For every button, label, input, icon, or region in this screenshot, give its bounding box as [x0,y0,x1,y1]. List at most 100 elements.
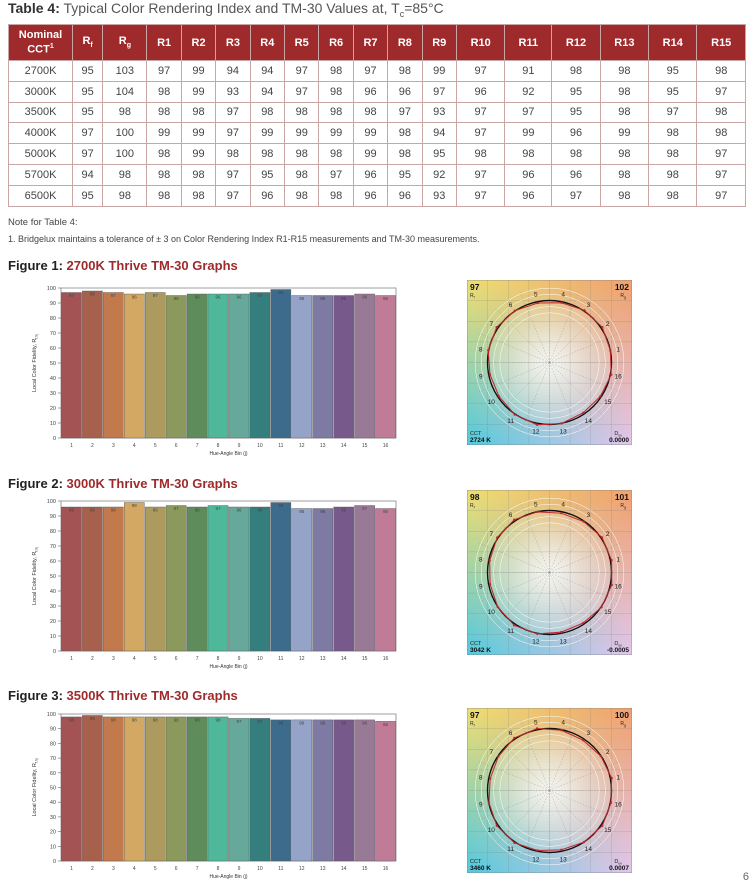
bar-value-label: 95 [383,296,389,301]
hue-bin-label: 6 [509,730,513,737]
y-tick-label: 10 [50,421,56,427]
bar-bin-12 [291,295,313,439]
bar-value-label: 95 [341,296,347,301]
vector-point [601,824,604,827]
vector-point [582,520,585,523]
value-cell: 95 [387,163,423,186]
vector-point [513,736,516,740]
x-axis-label: Hue-Angle Bin (j) [209,874,247,880]
bar-bin-6 [165,716,187,862]
x-tick-label: 3 [112,866,115,872]
hue-bin-label: 14 [585,628,593,635]
bar-value-label: 96 [278,720,284,725]
value-cell: 98 [146,80,182,103]
value-cell: 98 [696,122,746,145]
vector-point [488,373,492,376]
bar-bin-13 [312,719,333,862]
y-tick-label: 40 [50,589,56,595]
value-cell: 99 [180,80,217,103]
bar-bin-14 [333,719,354,862]
hue-bin-label: 14 [585,418,593,425]
hue-bin-label: 13 [560,857,568,864]
vector-point [495,824,498,827]
hue-bin-label: 3 [587,512,591,519]
value-cell: 95 [71,80,104,103]
bar-bin-8 [207,293,229,439]
x-tick-label: 16 [383,443,389,449]
rf-value: 97 [470,282,480,292]
x-tick-label: 5 [154,443,157,449]
bar-value-label: 97 [257,293,263,298]
header-r5: R5 [284,24,320,61]
y-tick-label: 0 [53,436,56,442]
y-tick-label: 30 [50,604,56,610]
vector-point [513,413,516,416]
bar-bin-16 [375,721,396,862]
value-cell: 98 [551,60,601,82]
x-tick-label: 9 [238,866,241,872]
bar-bin-3 [103,506,124,652]
value-cell: 98 [648,143,698,165]
value-cell: 94 [249,80,286,103]
hue-bin-label: 9 [479,374,483,381]
cct-value: 3460 K [470,865,491,872]
bar-value-label: 99 [278,290,284,295]
value-cell: 97 [284,80,320,103]
value-cell: 97 [215,122,251,145]
value-cell: 97 [455,163,506,186]
vector-point [560,511,563,515]
header-r13: R13 [599,24,650,61]
header-nominal-cct: Nominal CCT1 [8,24,73,61]
value-cell: 96 [551,163,601,186]
vector-point [535,727,539,730]
x-tick-label: 8 [217,656,220,662]
value-cell: 98 [318,80,354,103]
figure-2-title: Figure 2: 3000K Thrive TM-30 Graphs [8,476,238,491]
cct-cell: 4000K [8,122,73,145]
rg-value: 101 [615,492,629,502]
bar-value-label: 96 [341,508,347,513]
bar-value-label: 98 [216,717,222,722]
x-tick-label: 6 [175,443,178,449]
bar-value-label: 95 [320,509,326,514]
hue-bin-label: 11 [507,628,514,635]
bar-bin-16 [375,508,396,652]
hue-bin-label: 12 [532,639,540,646]
header-r6: R6 [318,24,354,61]
hue-bin-label: 4 [561,719,565,726]
vector-point [513,518,516,521]
hue-bin-label: 16 [615,374,623,381]
x-tick-label: 3 [112,443,115,449]
vector-point [610,558,613,562]
table-title-end: =85°C [404,0,444,16]
value-cell: 96 [352,184,389,207]
value-cell: 99 [599,122,650,145]
value-cell: 99 [352,143,389,165]
value-cell: 97 [455,60,506,82]
duv-value: -0.0005 [607,647,629,654]
hue-bin-label: 12 [532,857,540,864]
bar-bin-12 [291,719,313,862]
x-tick-label: 13 [320,866,326,872]
x-tick-label: 16 [383,866,389,872]
y-tick-label: 80 [50,316,56,322]
duv-label: Duv [614,431,622,438]
hue-bin-label: 9 [479,584,483,591]
value-cell: 98 [146,184,182,207]
bar-bin-16 [375,295,396,439]
value-cell: 93 [421,101,457,124]
vector-point [583,309,586,312]
bar-value-label: 98 [195,717,201,722]
header-r3: R3 [215,24,251,61]
table-title-sub: c [399,8,405,19]
hue-bin-label: 7 [489,531,493,538]
bar-bin-11 [270,289,292,439]
x-tick-label: 14 [341,656,347,662]
bar-value-label: 99 [90,716,96,721]
rg-value: 100 [615,710,629,720]
bar-bin-3 [103,292,124,439]
bar-value-label: 98 [90,292,96,297]
cct-value: 2724 K [470,437,491,444]
bar-bin-11 [270,719,292,862]
value-cell: 98 [284,143,320,165]
